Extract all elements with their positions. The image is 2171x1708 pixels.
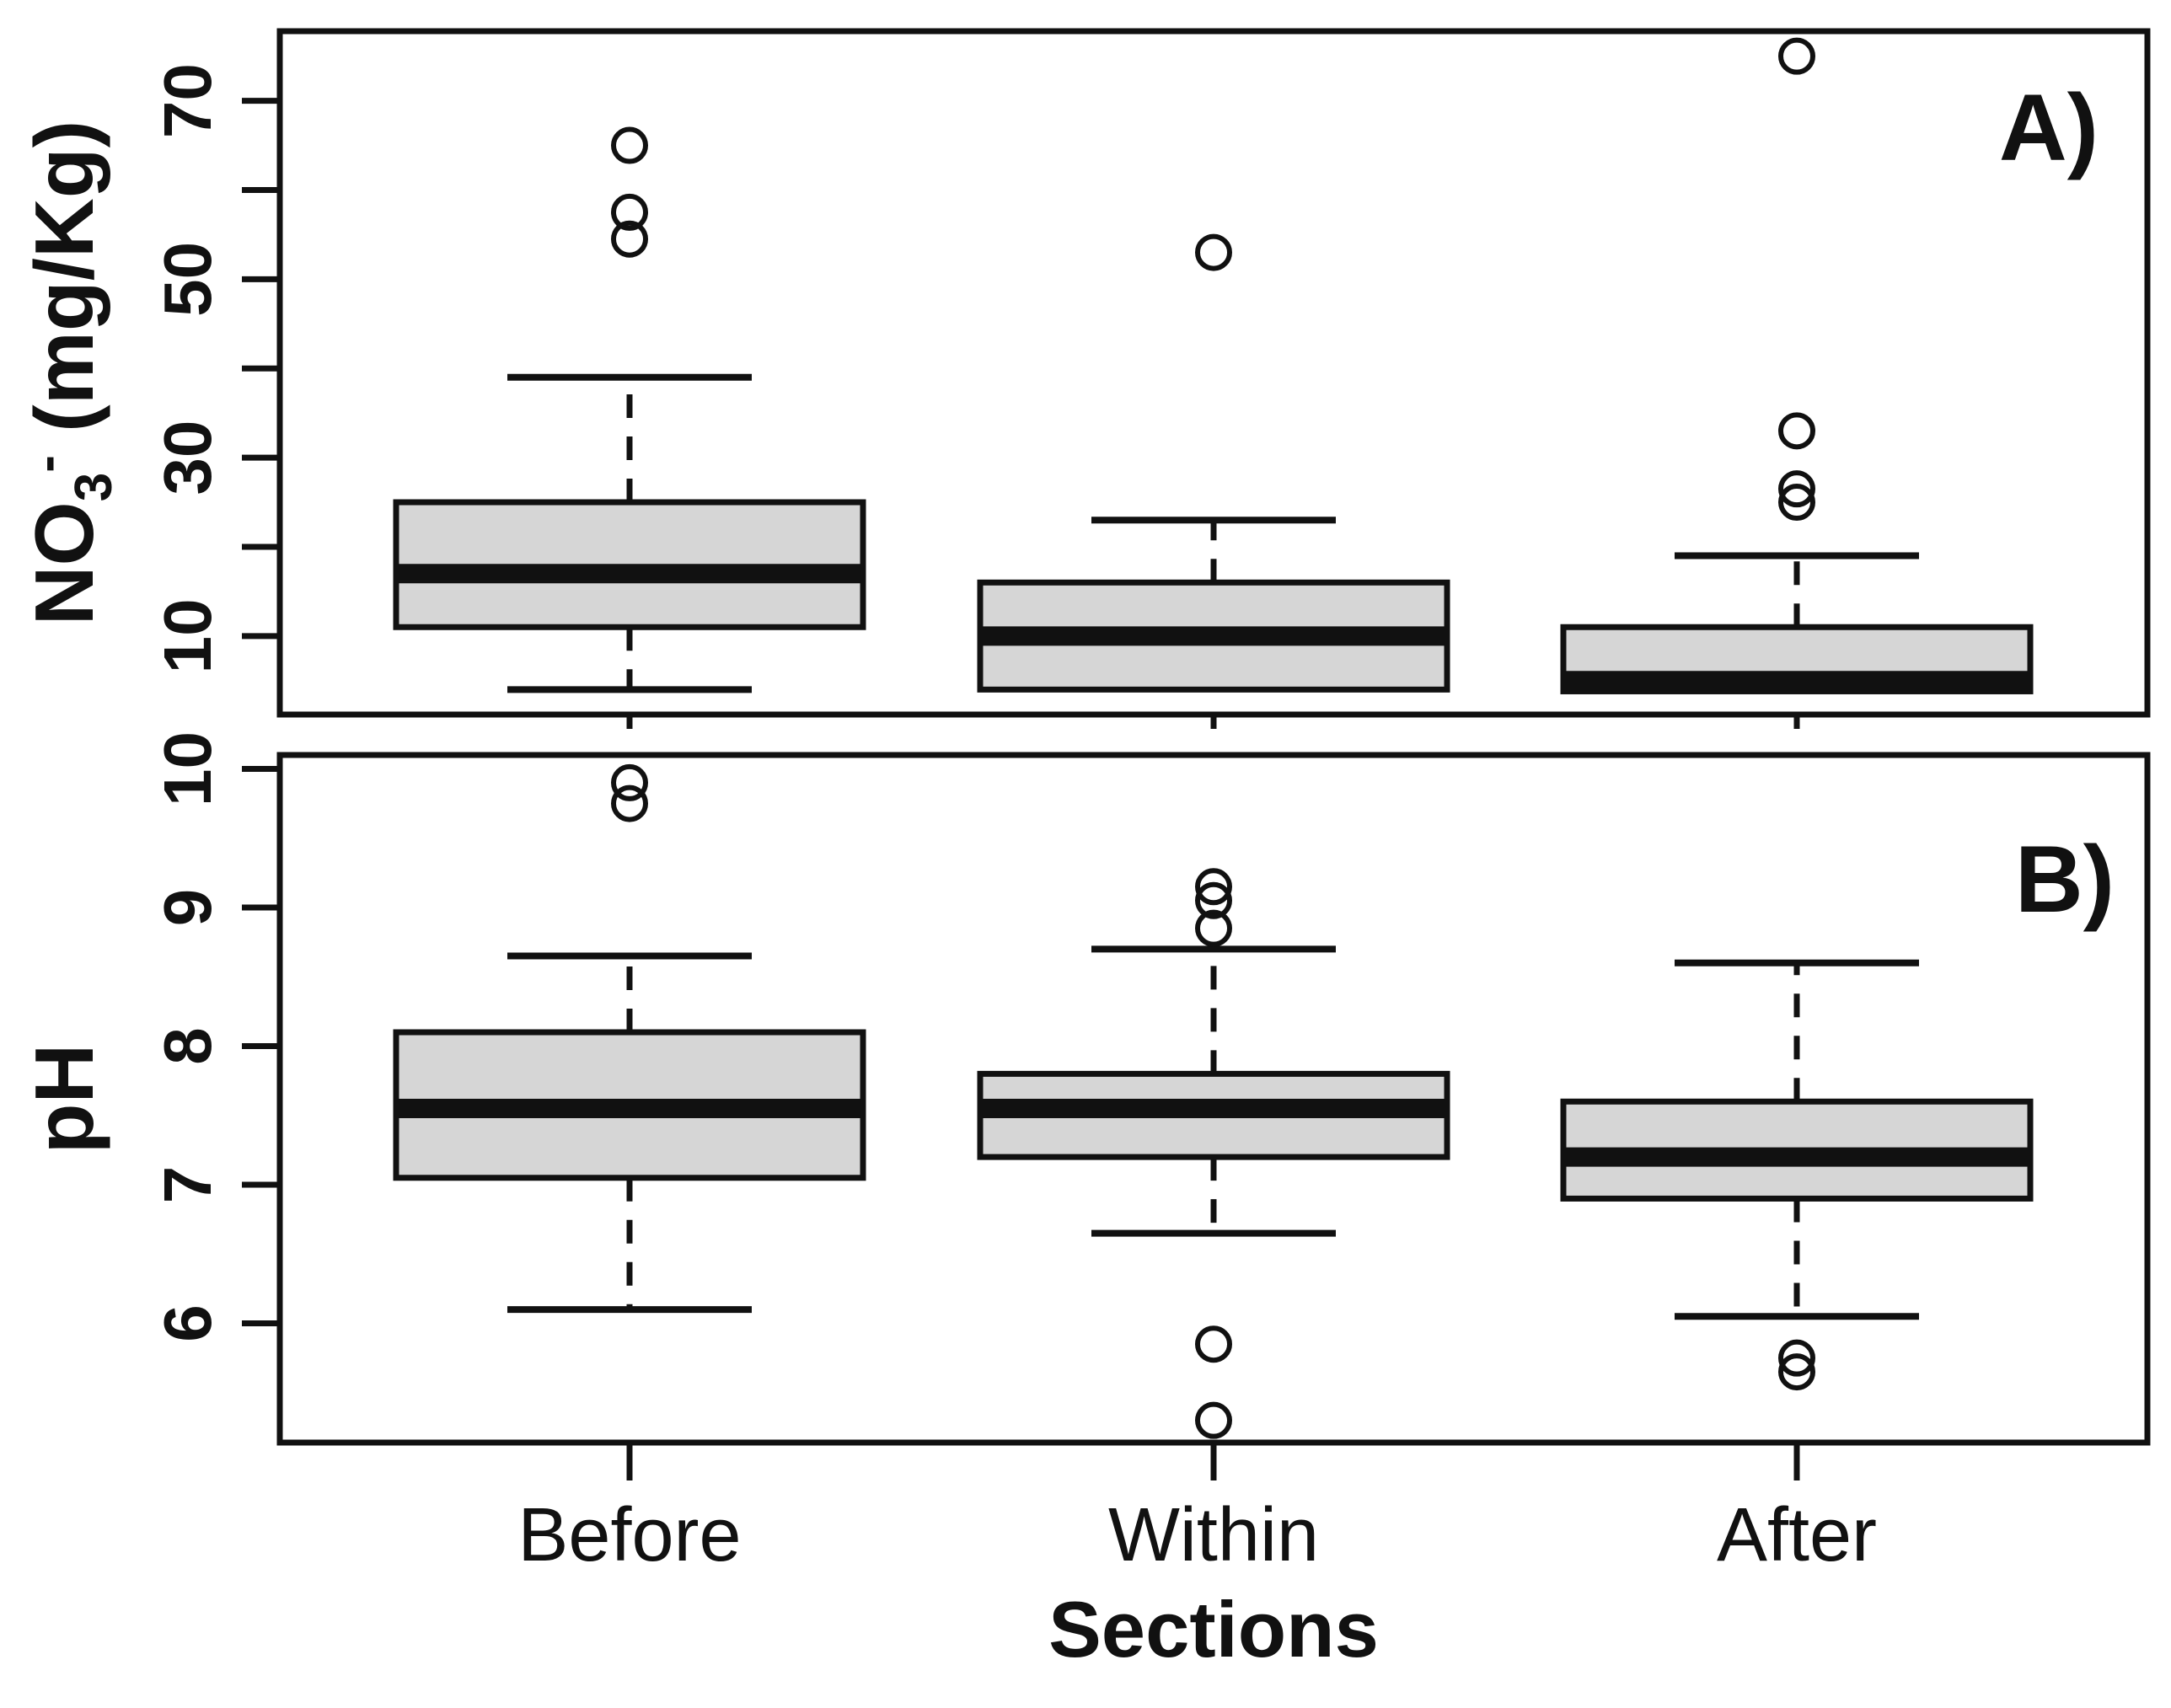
outlier-point-b-before	[611, 763, 648, 801]
outlier-point-b-within	[1195, 1401, 1232, 1439]
outlier-point-a-after	[1778, 412, 1815, 450]
y-tick-label-b-9: 9	[150, 889, 225, 927]
y-tick-label-b-10: 10	[150, 731, 225, 806]
y-tick-label-b-8: 8	[150, 1027, 225, 1065]
y-axis-title-a: NO3- (mg/Kg)	[18, 120, 123, 626]
outlier-point-a-before	[611, 126, 648, 164]
outlier-point-b-after	[1778, 1353, 1815, 1391]
outlier-point-b-after	[1778, 1339, 1815, 1377]
outlier-point-b-within	[1195, 881, 1232, 919]
outlier-point-a-after	[1778, 484, 1815, 522]
outlier-point-b-within	[1195, 1325, 1232, 1363]
outlier-point-a-after	[1778, 470, 1815, 508]
outlier-point-a-before	[611, 193, 648, 231]
panel-a-label: A)	[1999, 75, 2099, 180]
y-tick-label-a-50: 50	[150, 242, 225, 317]
x-axis-title: Sections	[1048, 1585, 1379, 1673]
outlier-point-a-after	[1778, 37, 1815, 75]
outlier-point-b-within	[1195, 909, 1232, 947]
y-tick-label-a-30: 30	[150, 420, 225, 495]
outlier-point-a-before	[611, 220, 648, 258]
y-tick-label-b-6: 6	[150, 1304, 225, 1342]
outlier-point-a-within	[1195, 233, 1232, 271]
outlier-point-b-within	[1195, 868, 1232, 906]
y-axis-title-ph: pH	[18, 1044, 110, 1154]
x-tick-label-within: Within	[1108, 1493, 1319, 1577]
x-tick-label-after: After	[1717, 1493, 1877, 1577]
outlier-point-b-before	[611, 784, 648, 822]
panel-b-label: B)	[2015, 827, 2115, 932]
chart-layer: 10 30 50 70 NO3- (mg/Kg) 6 7 8 9 10	[18, 28, 2151, 1480]
y-tick-label-a-70: 70	[150, 63, 225, 138]
y-tick-label-a-10: 10	[150, 598, 225, 673]
y-tick-label-b-7: 7	[150, 1166, 225, 1204]
x-tick-label-before: Before	[517, 1493, 741, 1577]
